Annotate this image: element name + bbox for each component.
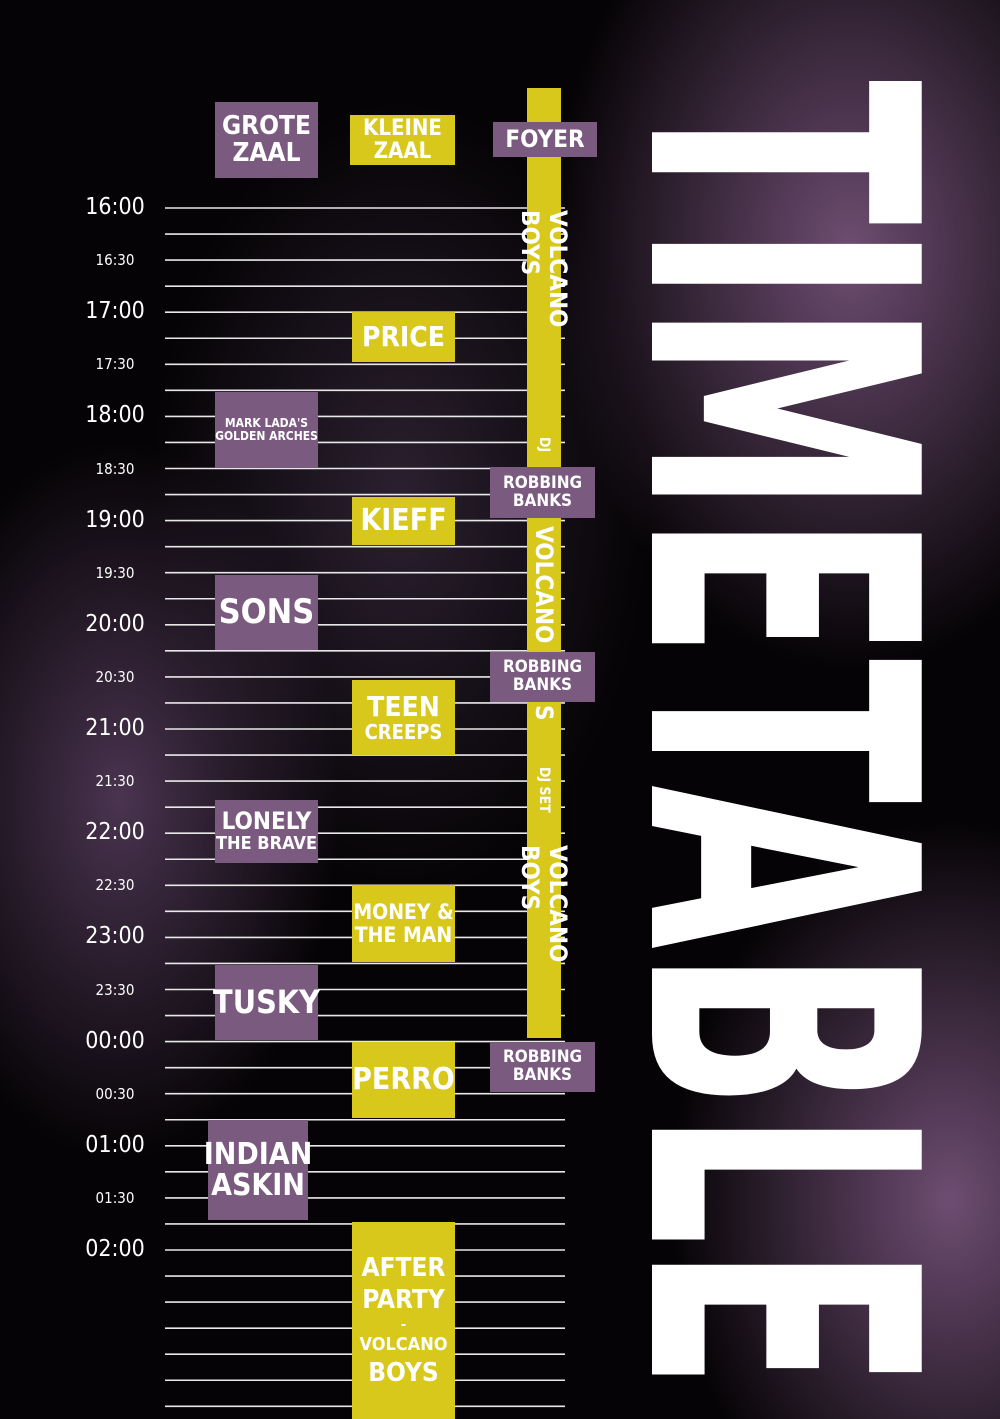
time-label: 02:00: [85, 1236, 145, 1262]
stage: FOYER: [493, 122, 597, 157]
foyer-act: VOLCANO BOYS: [516, 845, 572, 963]
title: TIMETABLE: [564, 80, 994, 1390]
time-label: 22:30: [95, 876, 135, 895]
time-label: 17:00: [85, 298, 145, 325]
act: ROBBING BANKS: [490, 652, 595, 702]
foyer-act: DJ: [536, 437, 552, 453]
time-label: 00:30: [95, 1084, 135, 1103]
foyer-act: VOLCANO: [530, 526, 558, 644]
stage: KLEINE ZAAL: [350, 115, 455, 165]
time-label: 00:00: [85, 1027, 145, 1054]
act: PERRO: [352, 1042, 455, 1118]
act: INDIAN ASKIN: [204, 1120, 312, 1220]
act: AFTER PARTY - VOLCANO BOYS: [352, 1222, 455, 1419]
stage: GROTE ZAAL: [215, 102, 318, 178]
act: MONEY & THE MAN: [352, 885, 455, 962]
act: ROBBING BANKS: [490, 467, 595, 518]
act: PRICE: [352, 312, 455, 362]
time-label: 19:00: [85, 506, 145, 533]
time-label: 23:30: [95, 980, 135, 999]
foyer-act: DJ SET: [536, 767, 552, 813]
act: LONELY THE BRAVE: [215, 800, 318, 863]
time-label: 19:30: [95, 563, 135, 582]
time-label: 20:30: [95, 667, 135, 686]
act: SONS: [215, 575, 318, 650]
time-label: 17:30: [95, 355, 135, 374]
act: MARK LADA'S GOLDEN ARCHES: [215, 392, 318, 468]
act: TUSKY: [213, 965, 320, 1040]
time-label: 23:00: [85, 923, 145, 950]
time-label: 20:00: [85, 610, 145, 637]
time-label: 22:00: [85, 819, 145, 846]
act: TEEN CREEPS: [352, 680, 455, 755]
time-label: 01:00: [85, 1131, 145, 1158]
foyer-bar: [527, 88, 561, 1038]
time-label: 16:30: [95, 251, 135, 270]
time-label: 21:30: [95, 772, 135, 791]
time-label: 01:30: [95, 1188, 135, 1207]
act: ROBBING BANKS: [490, 1042, 595, 1092]
foyer-act: S: [530, 704, 558, 721]
act: KIEFF: [352, 497, 455, 545]
time-label: 21:00: [85, 715, 145, 741]
time-label: 18:30: [95, 459, 135, 478]
foyer-act: VOLCANO BOYS: [516, 210, 572, 328]
time-label: 18:00: [85, 402, 145, 429]
time-label: 16:00: [85, 194, 145, 220]
